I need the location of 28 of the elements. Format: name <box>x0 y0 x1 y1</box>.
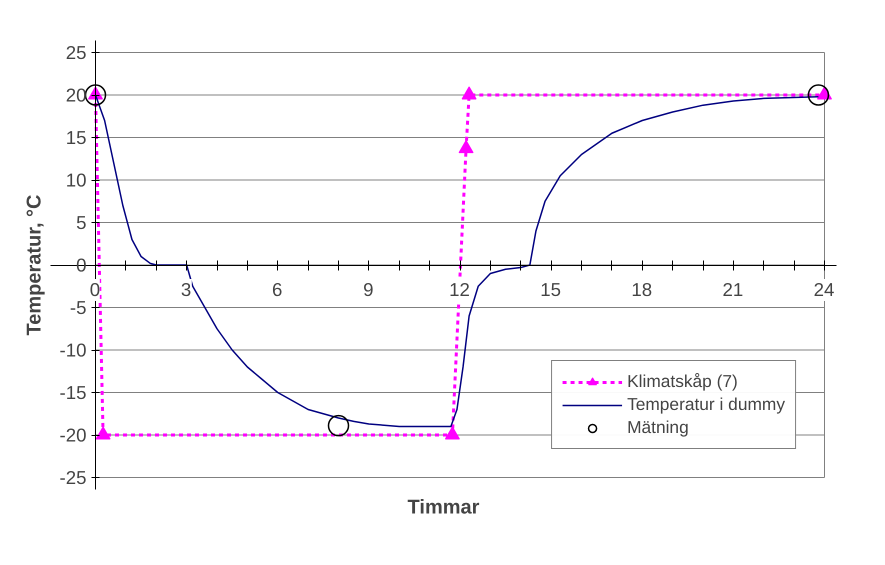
y-tick-label: 20 <box>66 84 87 106</box>
y-tick-label: 5 <box>76 212 87 233</box>
point <box>462 86 477 100</box>
y-tick-label: 15 <box>66 127 87 148</box>
x-tick-label: 21 <box>722 278 744 300</box>
point <box>444 426 460 440</box>
x-tick-label: 6 <box>272 278 282 300</box>
y-tick-label: -25 <box>60 467 87 488</box>
x-tick-label: 18 <box>631 278 652 300</box>
y-tick-label: 25 <box>66 42 87 63</box>
x-tick-label: 0 <box>90 278 100 300</box>
point <box>96 426 111 440</box>
legend-label: Temperatur i dummy <box>627 394 785 415</box>
y-tick-label: -15 <box>60 382 87 403</box>
y-axis-title: Temperatur, °C <box>24 194 46 336</box>
y-tick-label: -20 <box>60 424 87 446</box>
point <box>458 140 474 154</box>
x-tick-label: 12 <box>449 278 470 300</box>
x-tick-label: 3 <box>180 278 192 300</box>
y-tick-label: 10 <box>66 170 87 190</box>
legend-label: Mätning <box>627 417 689 438</box>
y-tick-label: -5 <box>70 297 87 318</box>
x-tick-label: 15 <box>540 278 562 300</box>
x-axis-title: Timmar <box>408 496 480 518</box>
y-tick-label: -10 <box>60 340 87 360</box>
legend-label: Klimatskåp (7) <box>627 371 738 392</box>
x-tick-label: 9 <box>363 278 374 300</box>
x-tick-label: 24 <box>814 278 834 300</box>
